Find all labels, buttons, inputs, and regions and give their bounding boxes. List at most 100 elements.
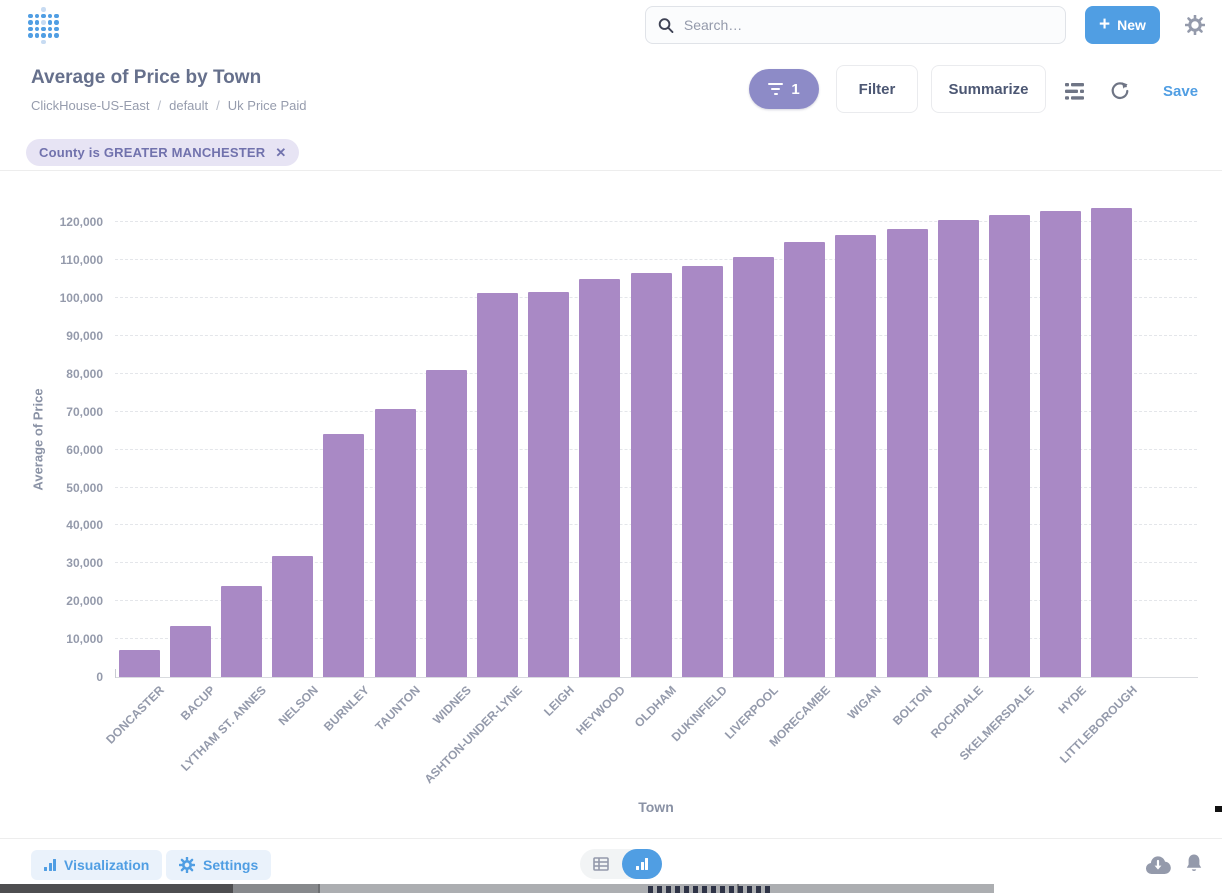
bar-chart-icon: [636, 858, 648, 870]
notebook-editor-icon[interactable]: [1065, 82, 1085, 101]
new-button-label: New: [1117, 17, 1146, 33]
y-tick-label: 40,000: [66, 518, 103, 533]
refresh-icon[interactable]: [1110, 81, 1130, 101]
y-tick-label: 110,000: [60, 253, 103, 268]
bar[interactable]: [630, 273, 672, 677]
cut-off-scroll-element: [1215, 806, 1222, 812]
breadcrumb-schema[interactable]: default: [169, 98, 209, 113]
y-tick-label: 100,000: [59, 291, 103, 305]
x-axis-tick-labels: DONCASTER BACUP LYTHAM ST. ANNES NELSON BURN…: [0, 683, 1222, 803]
search-input[interactable]: [683, 17, 1053, 33]
bar[interactable]: [732, 256, 774, 677]
bar[interactable]: [1040, 210, 1082, 677]
x-tick-label: LEIGH: [540, 683, 577, 719]
logo-dot: [47, 13, 52, 18]
logo-dot: [54, 26, 59, 31]
y-tick-label: 90,000: [66, 328, 103, 343]
x-tick-label: BOLTON: [889, 683, 935, 728]
logo-dot: [34, 26, 39, 31]
breadcrumb-table[interactable]: Uk Price Paid: [227, 98, 307, 113]
bar[interactable]: [988, 214, 1030, 677]
breadcrumb-separator: /: [157, 98, 162, 113]
table-view-toggle[interactable]: [580, 857, 622, 871]
filter-chip-row: County is GREATER MANCHESTER ✕: [0, 128, 1222, 170]
bar[interactable]: [272, 556, 314, 677]
x-tick-label: ASHTON-UNDER-LYNE: [422, 683, 526, 787]
logo-dot: [54, 20, 59, 25]
bar[interactable]: [169, 625, 211, 677]
settings-button[interactable]: Settings: [166, 850, 272, 880]
cloud-download-icon[interactable]: [1145, 855, 1171, 875]
bar[interactable]: [886, 229, 928, 677]
bar[interactable]: [476, 293, 518, 677]
divider: [0, 838, 1222, 839]
y-axis-tick-labels: 0 10,000 20,000 30,000 40,000 50,000 60,000 70,…: [0, 195, 103, 684]
x-tick-label: LIVERPOOL: [722, 683, 782, 742]
filter-count-pill[interactable]: 1: [749, 69, 819, 109]
close-icon[interactable]: ✕: [275, 144, 287, 160]
summarize-button[interactable]: Summarize: [931, 65, 1046, 113]
bar[interactable]: [937, 219, 979, 677]
plus-icon: +: [1099, 13, 1111, 35]
breadcrumb-database[interactable]: ClickHouse-US-East: [31, 98, 150, 113]
logo-dot: [41, 39, 46, 44]
save-button[interactable]: Save: [1163, 83, 1199, 100]
bar[interactable]: [835, 234, 877, 677]
search-icon: [658, 17, 674, 33]
table-peek-strip: [0, 884, 994, 893]
x-tick-label: BURNLEY: [320, 683, 372, 734]
logo-dot: [34, 20, 39, 25]
y-tick-label: 120,000: [59, 215, 103, 230]
filter-button[interactable]: Filter: [836, 65, 918, 113]
gear-icon: [179, 857, 195, 873]
new-button[interactable]: + New: [1085, 6, 1160, 44]
y-tick-label: 70,000: [66, 404, 103, 419]
logo-dot: [47, 26, 52, 31]
bar[interactable]: [220, 585, 262, 677]
page-title: Average of Price by Town: [31, 67, 262, 88]
logo-dot: [54, 33, 59, 38]
x-tick-label: LYTHAM ST. ANNES: [178, 683, 270, 774]
y-axis-stub: [115, 669, 116, 678]
y-tick-label: 60,000: [66, 442, 103, 457]
logo-dot: [54, 13, 59, 18]
bar[interactable]: [425, 369, 467, 677]
table-icon: [593, 857, 609, 871]
logo-dot: [41, 33, 46, 38]
bar[interactable]: [579, 279, 621, 677]
x-tick-label: LITTLEBOROUGH: [1056, 683, 1140, 766]
bar[interactable]: [374, 408, 416, 677]
search-bar[interactable]: [645, 6, 1066, 44]
filter-chip[interactable]: County is GREATER MANCHESTER ✕: [26, 139, 300, 166]
metabase-logo[interactable]: [28, 7, 62, 44]
gridline: [115, 259, 1197, 261]
bar[interactable]: [323, 433, 365, 677]
divider: [0, 170, 1222, 171]
x-tick-label: HEYWOOD: [573, 683, 628, 738]
chart-view-toggle[interactable]: [622, 849, 662, 879]
x-tick-label: TAUNTON: [372, 683, 423, 734]
logo-dot: [41, 7, 46, 12]
x-tick-label: HYDE: [1055, 683, 1089, 717]
y-tick-label: 10,000: [66, 632, 103, 647]
x-tick-label: NELSON: [275, 683, 321, 729]
x-tick-label: DONCASTER: [103, 683, 167, 747]
gear-icon[interactable]: [1185, 15, 1205, 35]
x-tick-label: WIDNES: [430, 683, 475, 727]
y-tick-label: 80,000: [66, 366, 103, 381]
bar[interactable]: [784, 241, 826, 677]
x-tick-label: OLDHAM: [631, 683, 679, 731]
y-tick-label: 0: [96, 670, 103, 684]
view-toggle: [580, 849, 662, 879]
bar[interactable]: [681, 266, 723, 677]
logo-dot: [28, 33, 33, 38]
filter-chip-label: County is GREATER MANCHESTER: [39, 145, 266, 160]
bell-icon[interactable]: [1184, 853, 1204, 875]
logo-dot: [34, 13, 39, 18]
visualization-button[interactable]: Visualization: [31, 850, 163, 880]
logo-dot: [28, 13, 33, 18]
x-tick-label: ROCHDALE: [928, 683, 987, 741]
bar[interactable]: [1091, 207, 1133, 677]
bar[interactable]: [528, 291, 570, 677]
bar[interactable]: [118, 649, 160, 677]
